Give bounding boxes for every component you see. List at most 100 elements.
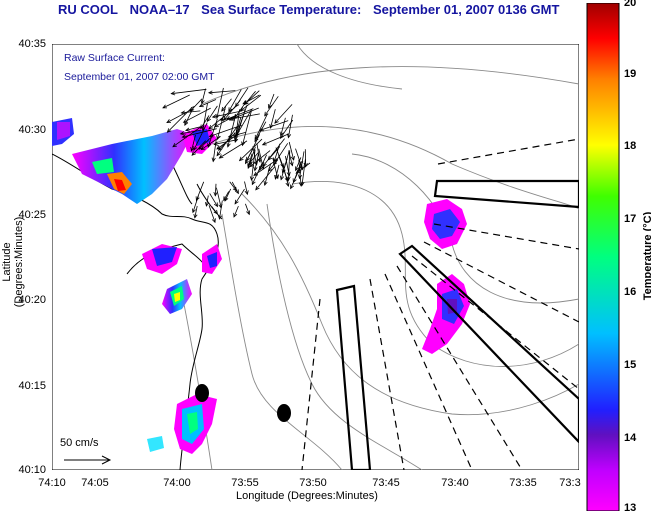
current-vector-head [234,189,239,195]
current-vector-head [213,191,218,197]
current-vector-head [254,134,259,140]
current-vector [270,109,276,129]
current-vector [254,113,268,140]
current-vector [255,166,276,191]
x-tick: 74:00 [163,477,191,489]
current-vector [208,90,236,94]
x-tick: 74:05 [81,477,109,489]
current-vector-head [206,117,212,123]
current-vector-head [213,141,219,146]
current-vector-head [284,177,289,183]
current-vector-head [299,165,304,171]
current-vector-head [200,124,205,130]
current-vector-head [298,182,303,187]
current-vector [299,151,305,179]
current-vector-head [198,103,204,108]
y-tick: 40:25 [18,209,46,221]
current-vector [223,100,241,121]
current-vector-head [290,184,294,190]
current-vector-head [193,146,198,151]
scale-arrow [64,455,112,465]
current-vector [245,203,250,215]
current-vector-head [227,133,233,138]
x-tick: 73:45 [372,477,400,489]
current-vector-head [263,181,268,186]
current-vector [259,120,289,131]
current-vector-head [211,114,217,119]
current-vector [221,98,232,112]
current-vector-head [248,159,253,165]
current-vector-head [207,143,212,148]
current-vectors [162,87,311,224]
station-marker [195,384,209,402]
map-frame [52,44,579,470]
colorbar-gradient [586,3,620,511]
x-tick: 74:10 [38,477,66,489]
current-vector [224,188,232,202]
current-vector-head [218,203,223,209]
current-vector-head [261,141,267,146]
current-vector [162,94,190,109]
colorbar-tick: 18 [624,140,637,152]
current-vector-head [287,133,292,139]
current-vector [228,89,242,112]
current-vector [262,138,285,167]
current-vector-head [249,162,255,168]
current-vector-head [162,104,167,109]
current-vector [254,153,259,171]
y-tick: 40:35 [18,38,46,50]
colorbar-tick: 19 [624,68,637,80]
current-vector [223,191,230,201]
current-vector [249,150,271,167]
colorbar-tick: 16 [624,286,637,298]
x-tick: 73:3 [559,477,581,489]
current-vector-head [181,134,187,139]
current-vector [219,140,248,159]
current-vector [193,122,208,151]
current-note-line2: September 01, 2007 02:00 GMT [64,71,215,83]
station-marker [277,404,291,422]
title-source: RU COOL [58,2,118,17]
current-vector-head [267,167,273,172]
current-vector [268,159,279,172]
x-axis-title: Longitude (Degrees:Minutes) [236,490,378,502]
current-vector-head [213,202,218,208]
colorbar-tick: 13 [624,502,637,514]
current-vector [219,200,223,220]
current-vector-head [205,202,210,207]
current-vector [185,126,202,131]
current-vector-head [172,143,177,148]
current-vector [208,205,216,223]
current-vector-head [286,171,291,177]
current-vector-head [242,100,248,105]
current-vector [233,205,239,218]
current-vector-head [219,117,225,122]
current-vector [259,154,267,171]
current-vector [208,106,236,130]
current-vector [295,157,302,171]
current-vector [244,181,248,195]
current-vector [216,87,224,118]
colorbar [586,3,620,511]
current-vector-head [224,196,229,202]
current-vector-head [238,156,244,162]
current-vector-head [228,107,233,113]
title-product: Sea Surface Temperature: [201,2,362,17]
current-vector [295,162,311,174]
current-vector-head [274,174,279,180]
current-vector [172,125,202,148]
current-vector [240,94,262,111]
current-vector [234,109,240,140]
current-vector [209,193,218,207]
current-vector [206,105,218,122]
current-vector-head [208,133,214,138]
current-vector-head [240,106,245,112]
current-vector [199,99,217,107]
current-vector-head [267,155,273,161]
current-vector [288,114,293,138]
current-vector-head [253,166,258,172]
current-vector [206,195,209,207]
colorbar-tick: 20 [624,0,637,9]
current-vector [273,143,289,166]
current-vector-head [249,176,255,181]
